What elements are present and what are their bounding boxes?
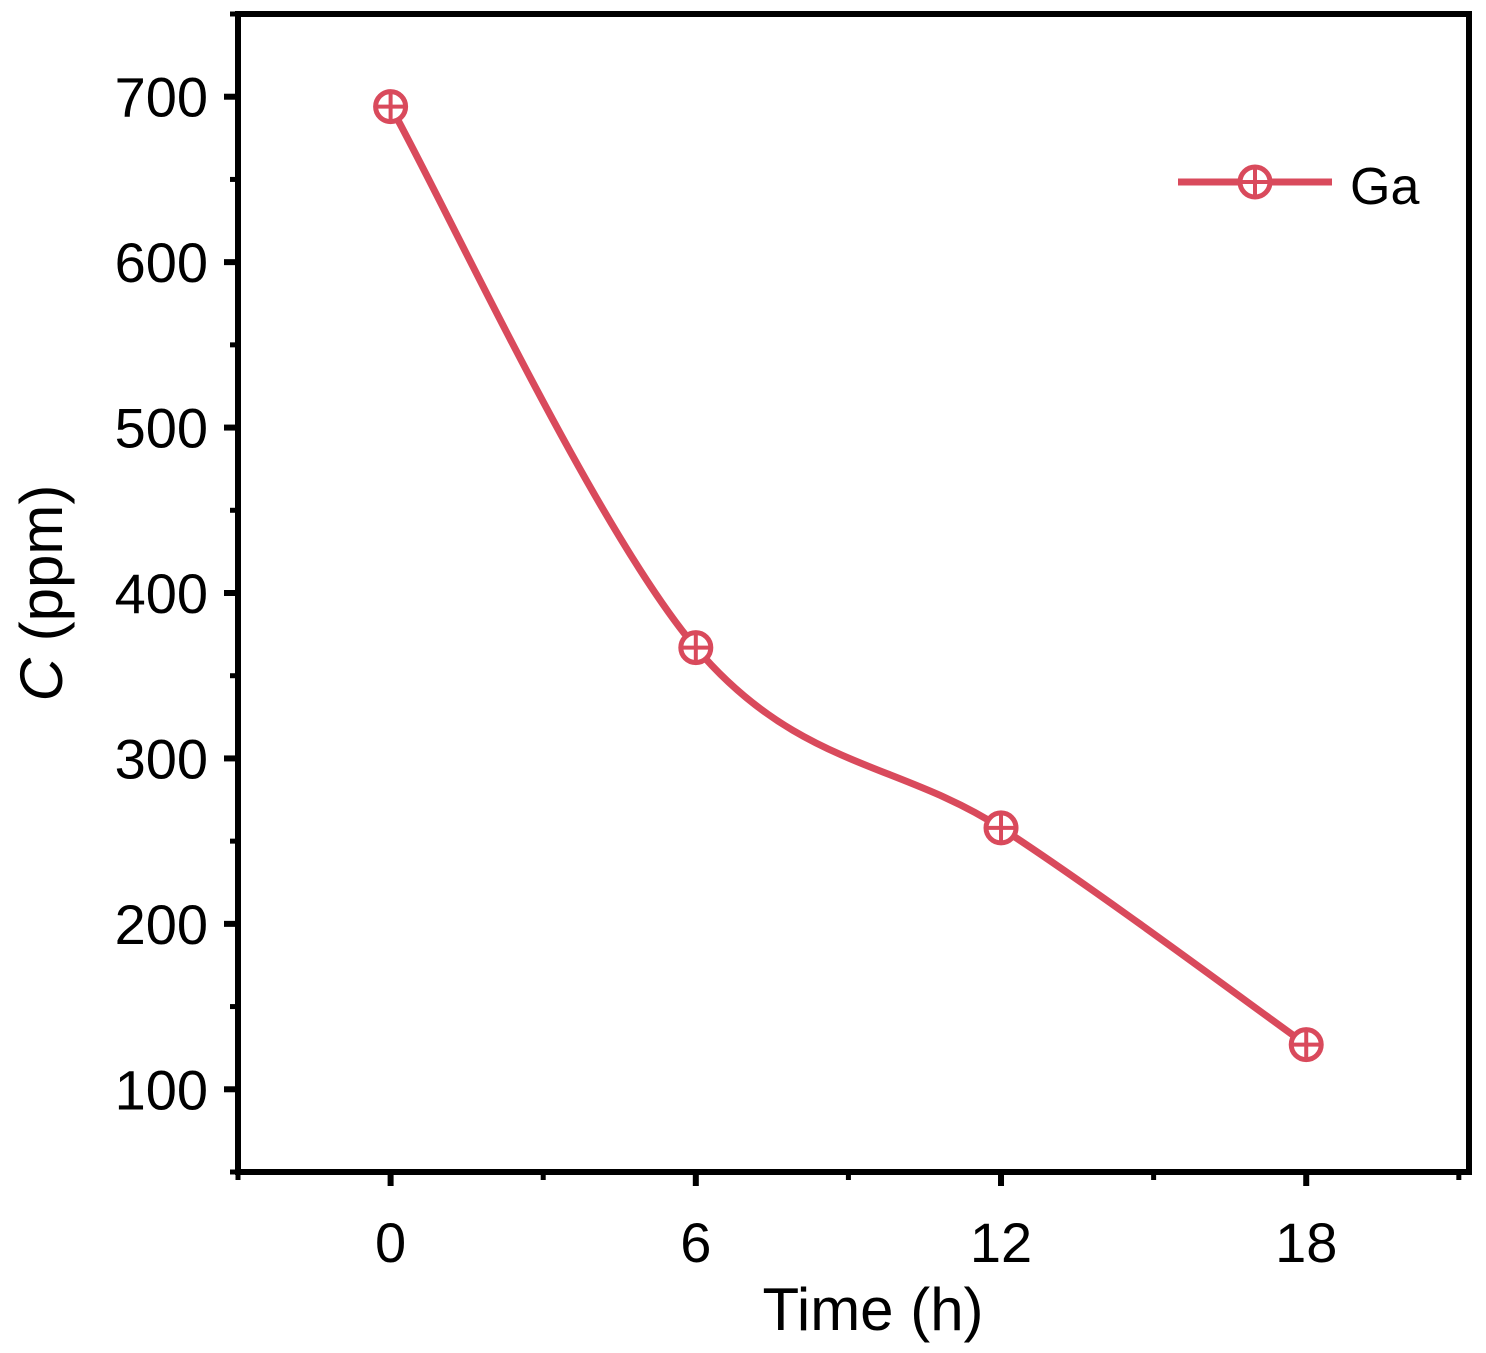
- plot-frame: [235, 11, 1472, 1175]
- legend-marker-icon: [1237, 164, 1273, 200]
- ticks-layer: 100 200 300 400 500 600 700 0 6 12 18: [115, 11, 1462, 1274]
- x-tick-label: 0: [375, 1211, 406, 1274]
- y-tick-label: 400: [115, 562, 208, 625]
- data-point: [373, 89, 409, 125]
- series-line-ga: [387, 103, 1310, 1049]
- markers-layer: [373, 89, 1324, 1063]
- y-tick-label: 100: [115, 1058, 208, 1121]
- y-axis-title-unit: (ppm): [8, 485, 75, 658]
- y-tick-label: 300: [115, 727, 208, 790]
- x-axis-title: Time (h): [762, 1276, 983, 1343]
- legend: Ga: [1178, 158, 1419, 216]
- y-tick-label: 600: [115, 231, 208, 294]
- y-tick-label: 200: [115, 893, 208, 956]
- x-tick-label: 18: [1275, 1211, 1337, 1274]
- y-axis-title-var: C: [8, 657, 75, 701]
- legend-label: Ga: [1350, 158, 1419, 216]
- data-point: [983, 810, 1019, 846]
- data-point: [678, 630, 714, 666]
- y-tick-label: 500: [115, 397, 208, 460]
- data-point: [1288, 1027, 1324, 1063]
- x-tick-label: 12: [970, 1211, 1032, 1274]
- x-tick-label: 6: [680, 1211, 711, 1274]
- y-tick-label: 700: [115, 66, 208, 129]
- y-axis-title: C (ppm): [8, 485, 75, 702]
